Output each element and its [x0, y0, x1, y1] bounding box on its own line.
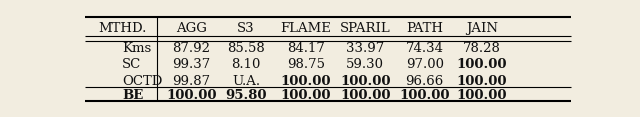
Text: 100.00: 100.00 [340, 89, 390, 102]
Text: 100.00: 100.00 [456, 58, 507, 71]
Text: 74.34: 74.34 [406, 42, 444, 55]
Text: 87.92: 87.92 [173, 42, 211, 55]
Text: 33.97: 33.97 [346, 42, 385, 55]
Text: 100.00: 100.00 [166, 89, 217, 102]
Text: MTHD.: MTHD. [98, 22, 147, 35]
Text: 99.87: 99.87 [173, 75, 211, 88]
Text: JAIN: JAIN [466, 22, 498, 35]
Text: OCTD: OCTD [122, 75, 163, 88]
Text: 97.00: 97.00 [406, 58, 444, 71]
Text: Kms: Kms [122, 42, 152, 55]
Text: SPARIL: SPARIL [340, 22, 390, 35]
Text: 78.28: 78.28 [463, 42, 500, 55]
Text: 84.17: 84.17 [287, 42, 324, 55]
Text: 100.00: 100.00 [280, 75, 331, 88]
Text: FLAME: FLAME [280, 22, 331, 35]
Text: 100.00: 100.00 [399, 89, 450, 102]
Text: BE: BE [122, 89, 143, 102]
Text: 8.10: 8.10 [232, 58, 261, 71]
Text: 100.00: 100.00 [456, 89, 507, 102]
Text: PATH: PATH [406, 22, 444, 35]
Text: 99.37: 99.37 [172, 58, 211, 71]
Text: 95.80: 95.80 [225, 89, 267, 102]
Text: 59.30: 59.30 [346, 58, 384, 71]
Text: S3: S3 [237, 22, 255, 35]
Text: 98.75: 98.75 [287, 58, 324, 71]
Text: U.A.: U.A. [232, 75, 260, 88]
Text: 85.58: 85.58 [227, 42, 265, 55]
Text: 96.66: 96.66 [406, 75, 444, 88]
Text: AGG: AGG [176, 22, 207, 35]
Text: SC: SC [122, 58, 141, 71]
Text: 100.00: 100.00 [280, 89, 331, 102]
Text: 100.00: 100.00 [456, 75, 507, 88]
Text: 100.00: 100.00 [340, 75, 390, 88]
